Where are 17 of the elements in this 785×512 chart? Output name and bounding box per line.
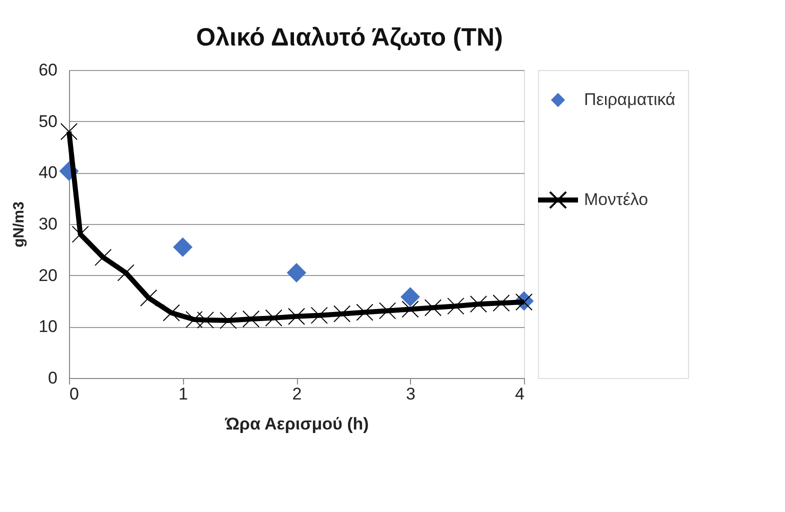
y-tick-label: 30	[38, 214, 58, 234]
x-tick-label: 0	[70, 384, 79, 404]
chart-title: Ολικό Διαλυτό Άζωτο (TN)	[196, 24, 503, 52]
y-axis-title: gN/m3	[10, 202, 28, 248]
y-tick-label: 10	[38, 317, 58, 336]
y-tick-label: 60	[38, 60, 58, 80]
y-tick-label: 40	[38, 163, 58, 182]
x-axis-title: Ώρα Αερισμού (h)	[224, 414, 369, 434]
x-tick-label: 1	[178, 384, 188, 404]
x-tick-label: 4	[515, 384, 524, 404]
legend-label: Πειραματικά	[584, 90, 676, 109]
x-tick-label: 2	[292, 384, 302, 404]
x-tick-label: 3	[406, 384, 416, 404]
legend-label: Μοντέλο	[584, 190, 648, 209]
y-tick-label: 0	[48, 368, 58, 388]
y-tick-label: 50	[38, 112, 58, 131]
y-tick-label: 20	[38, 266, 58, 285]
